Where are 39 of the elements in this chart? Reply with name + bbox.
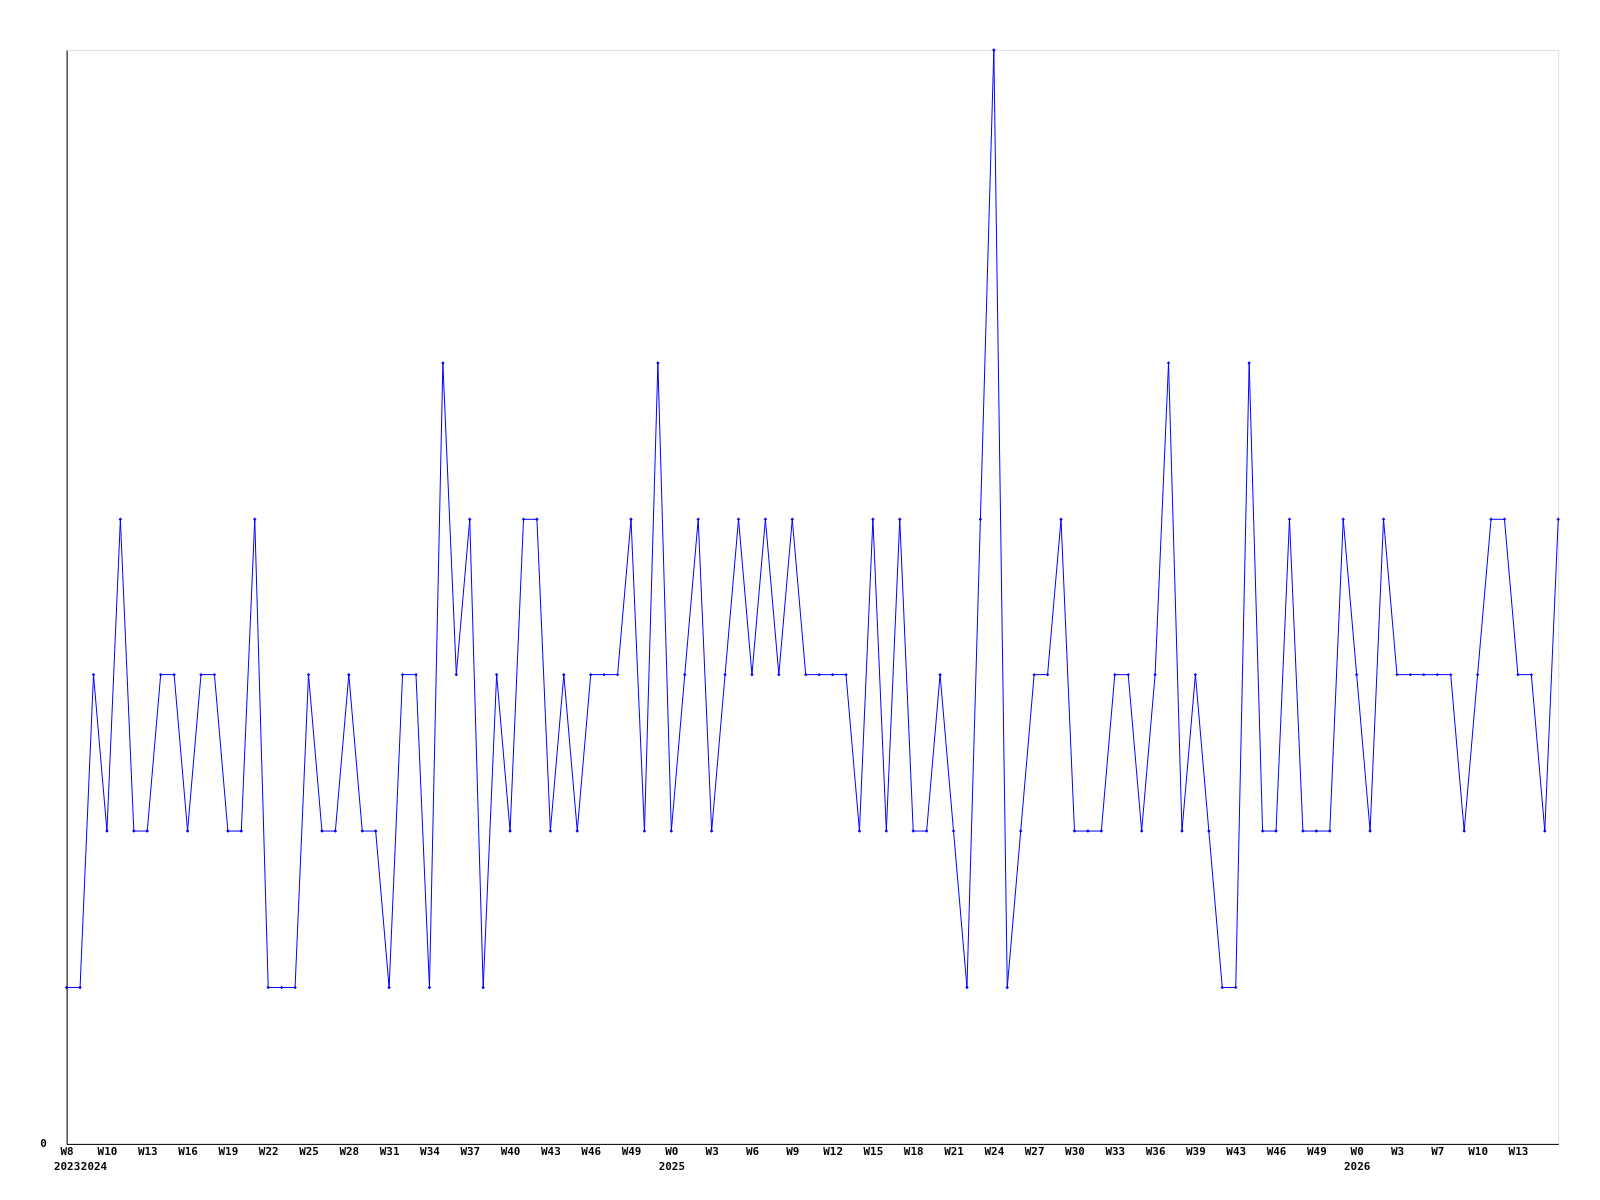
x-tick-label: W13	[137, 1145, 158, 1159]
x-tick-label: W10	[97, 1145, 118, 1159]
x-tick-label: W3	[1390, 1145, 1405, 1159]
x-tick-label: W24	[984, 1145, 1005, 1159]
x-tick-label: W27	[1024, 1145, 1045, 1159]
x-tick-label: W13	[1508, 1145, 1529, 1159]
x-tick-label: W30	[1065, 1145, 1085, 1159]
x-tick-label: W34	[420, 1145, 441, 1159]
x-tick-label: W0 2026	[1344, 1145, 1371, 1174]
x-tick-label: W49	[621, 1145, 642, 1159]
x-tick-label: W10	[1468, 1145, 1488, 1159]
x-tick-label: W46	[581, 1145, 602, 1159]
x-tick-label: W49	[1306, 1145, 1327, 1159]
x-tick-label: W15	[863, 1145, 884, 1159]
x-tick-label: W18	[903, 1145, 924, 1159]
x-tick-label: W43	[1226, 1145, 1247, 1159]
text: 0	[40, 1136, 47, 1150]
x-tick-label: W37	[460, 1145, 481, 1159]
x-tick-label: W33	[1105, 1145, 1126, 1159]
x-tick-label: W9	[786, 1145, 800, 1159]
x-tick-label: W8 2023	[53, 1145, 81, 1174]
x-tick-label: W46	[1266, 1145, 1287, 1159]
x-tick-label: W43	[541, 1145, 561, 1159]
x-tick-label: W19	[218, 1145, 239, 1159]
x-tick-label: W36	[1145, 1145, 1166, 1159]
x-tick-label: W25	[299, 1145, 319, 1159]
x-tick-label: W16	[178, 1145, 198, 1159]
x-tick-label: W39	[1186, 1145, 1206, 1159]
x-tick-label: W0 2025	[658, 1145, 685, 1174]
x-tick-label: W40	[500, 1145, 521, 1159]
x-tick-label: 2024	[80, 1160, 108, 1174]
x-tick-label: W21	[944, 1145, 965, 1159]
x-tick-label: W31	[379, 1145, 400, 1159]
x-tick-label: W12	[823, 1145, 843, 1159]
x-tick-label: W22	[258, 1145, 279, 1159]
x-tick-label: W28	[339, 1145, 360, 1159]
x-tick-label: W3	[705, 1145, 719, 1159]
x-tick-label: W7	[1431, 1145, 1445, 1159]
x-tick-label: W6	[745, 1145, 760, 1159]
